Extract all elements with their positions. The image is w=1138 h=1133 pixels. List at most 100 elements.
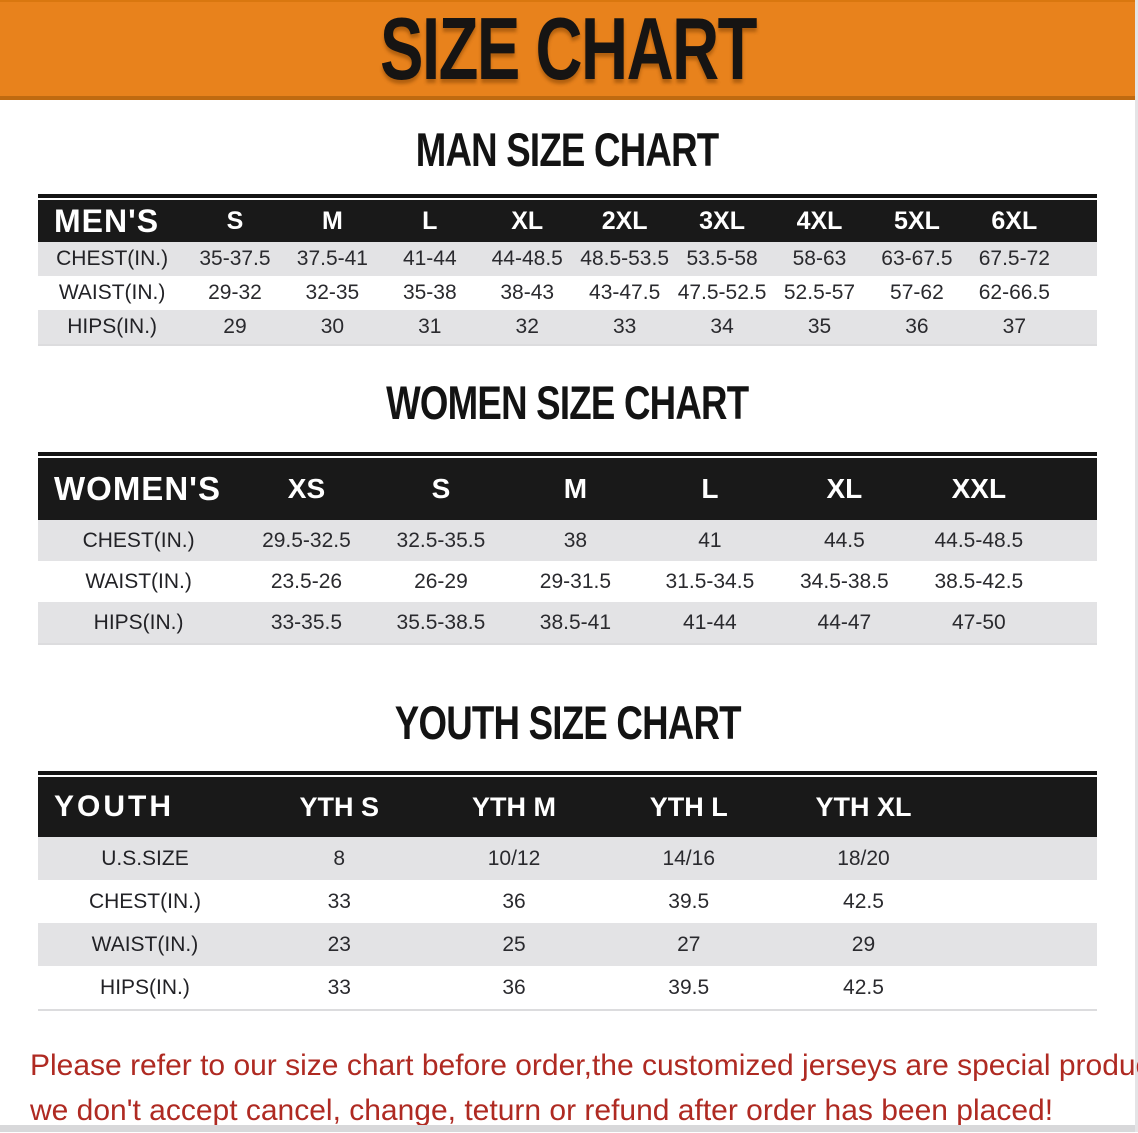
row-label: HIPS(IN.) — [67, 315, 158, 338]
size-cell: 29.5-32.5 — [262, 528, 351, 552]
youth-size-table: YOUTH YTH S YTH M YTH L YTH XL U.S.SIZE … — [38, 771, 1097, 1011]
size-cell: 29-32 — [208, 281, 262, 304]
bottom-edge-divider — [0, 1125, 1135, 1132]
women-header-spacer — [1046, 458, 1097, 520]
youth-waist-row: WAIST(IN.) 23 25 27 29 — [38, 923, 1097, 966]
youth-section-heading-text: YOUTH SIZE CHART — [394, 696, 742, 749]
youth-ussize-row: U.S.SIZE 8 10/12 14/16 18/20 — [38, 837, 1097, 880]
size-cell: 33-35.5 — [270, 610, 343, 634]
men-section-heading: MAN SIZE CHART — [0, 126, 1135, 174]
size-cell: 23.5-26 — [270, 569, 343, 593]
women-hips-row: HIPS(IN.) 33-35.5 35.5-38.5 38.5-41 41-4… — [38, 602, 1097, 643]
women-col-header-xl: XL — [777, 458, 912, 520]
youth-section: YOUTH SIZE CHART YOUTH YTH S YTH M YTH L… — [0, 699, 1135, 1011]
size-cell: 8 — [333, 846, 346, 870]
men-section-heading-text: MAN SIZE CHART — [416, 123, 719, 176]
spacer-cell — [1063, 276, 1097, 310]
size-cell: 38.5-42.5 — [934, 569, 1024, 593]
youth-header-spacer — [950, 777, 1097, 837]
size-cell: 35 — [807, 315, 832, 338]
size-cell: 38.5-41 — [539, 610, 612, 634]
row-label: CHEST(IN.) — [56, 247, 169, 270]
size-cell: 36 — [502, 889, 526, 913]
size-cell: 41 — [698, 528, 722, 552]
women-section: WOMEN SIZE CHART WOMEN'S XS S M L XL XXL — [0, 379, 1135, 645]
size-cell: 34 — [710, 315, 734, 338]
size-cell: 32.5-35.5 — [396, 528, 486, 552]
spacer-cell — [1046, 602, 1097, 643]
size-cell: 38 — [563, 528, 588, 552]
women-size-table: WOMEN'S XS S M L XL XXL CHEST(IN.) 29.5-… — [38, 452, 1097, 645]
size-cell: 38-43 — [500, 281, 555, 304]
men-hips-row: HIPS(IN.) 29 30 31 32 33 34 35 36 37 — [38, 310, 1097, 344]
youth-corner-label: YOUTH — [38, 777, 252, 837]
order-policy-line-2: we don't accept cancel, change, teturn o… — [30, 1094, 1054, 1127]
size-cell: 52.5-57 — [783, 281, 856, 304]
size-cell: 44.5 — [823, 528, 865, 552]
size-cell: 33 — [612, 315, 637, 338]
size-cell: 53.5-58 — [686, 247, 758, 270]
row-label: HIPS(IN.) — [93, 610, 184, 634]
spacer-cell — [1063, 242, 1097, 276]
size-cell: 23 — [327, 932, 351, 956]
spacer-cell — [1046, 520, 1097, 561]
row-label: CHEST(IN.) — [88, 889, 201, 913]
size-cell: 14/16 — [662, 846, 716, 870]
size-cell: 67.5-72 — [978, 247, 1050, 270]
order-policy-line-1: Please refer to our size chart before or… — [30, 1049, 1138, 1082]
women-col-header-xxl: XXL — [911, 458, 1047, 520]
size-cell: 39.5 — [668, 975, 710, 999]
size-cell: 30 — [320, 315, 345, 338]
men-col-header-5xl: 5XL — [868, 200, 966, 242]
size-cell: 42.5 — [843, 975, 884, 999]
spacer-cell — [951, 966, 1097, 1009]
size-cell: 32 — [515, 315, 539, 338]
row-label: U.S.SIZE — [101, 846, 189, 870]
size-cell: 43-47.5 — [589, 281, 661, 304]
youth-col-header-xl: YTH XL — [776, 777, 951, 837]
size-cell: 35.5-38.5 — [396, 610, 486, 634]
women-col-header-xs: XS — [239, 458, 374, 520]
size-cell: 25 — [502, 932, 526, 956]
size-cell: 47-50 — [952, 610, 1006, 634]
men-corner-label: MEN'S — [38, 200, 187, 242]
size-cell: 47.5-52.5 — [677, 281, 767, 304]
size-chart-banner: SIZE CHART — [0, 0, 1135, 100]
men-col-header-l: L — [381, 200, 479, 242]
size-cell: 32-35 — [305, 281, 360, 304]
size-cell: 36 — [905, 315, 929, 338]
spacer-cell — [951, 880, 1097, 923]
women-waist-row: WAIST(IN.) 23.5-26 26-29 29-31.5 31.5-34… — [38, 561, 1097, 602]
youth-chest-row: CHEST(IN.) 33 36 39.5 42.5 — [38, 880, 1097, 923]
size-cell: 44-47 — [817, 610, 872, 634]
size-cell: 33 — [327, 975, 351, 999]
women-header-row: WOMEN'S XS S M L XL XXL — [38, 458, 1097, 520]
size-cell: 41-44 — [402, 247, 457, 270]
women-chest-row: CHEST(IN.) 29.5-32.5 32.5-35.5 38 41 44.… — [38, 520, 1097, 561]
men-col-header-6xl: 6XL — [965, 200, 1064, 242]
size-cell: 62-66.5 — [978, 281, 1050, 304]
banner-title: SIZE CHART — [379, 0, 757, 98]
women-col-header-s: S — [373, 458, 509, 520]
size-cell: 44.5-48.5 — [934, 528, 1024, 552]
size-cell: 26-29 — [414, 569, 468, 593]
size-cell: 27 — [677, 932, 701, 956]
size-cell: 29 — [851, 932, 876, 956]
men-col-header-xl: XL — [478, 200, 576, 242]
size-cell: 42.5 — [843, 889, 884, 913]
size-cell: 18/20 — [837, 846, 890, 870]
size-cell: 35-37.5 — [199, 247, 271, 270]
size-cell: 58-63 — [792, 247, 847, 270]
youth-table: YOUTH YTH S YTH M YTH L YTH XL U.S.SIZE … — [38, 777, 1097, 1009]
row-label: HIPS(IN.) — [100, 975, 190, 999]
size-cell: 35-38 — [402, 281, 457, 304]
women-section-heading: WOMEN SIZE CHART — [0, 379, 1135, 427]
size-cell: 57-62 — [890, 281, 944, 304]
women-col-header-m: M — [508, 458, 643, 520]
spacer-cell — [1063, 310, 1097, 344]
women-table: WOMEN'S XS S M L XL XXL CHEST(IN.) 29.5-… — [38, 458, 1097, 643]
row-label: WAIST(IN.) — [58, 281, 166, 304]
men-col-header-m: M — [283, 200, 382, 242]
size-cell: 37.5-41 — [296, 247, 368, 270]
spacer-cell — [951, 837, 1097, 880]
